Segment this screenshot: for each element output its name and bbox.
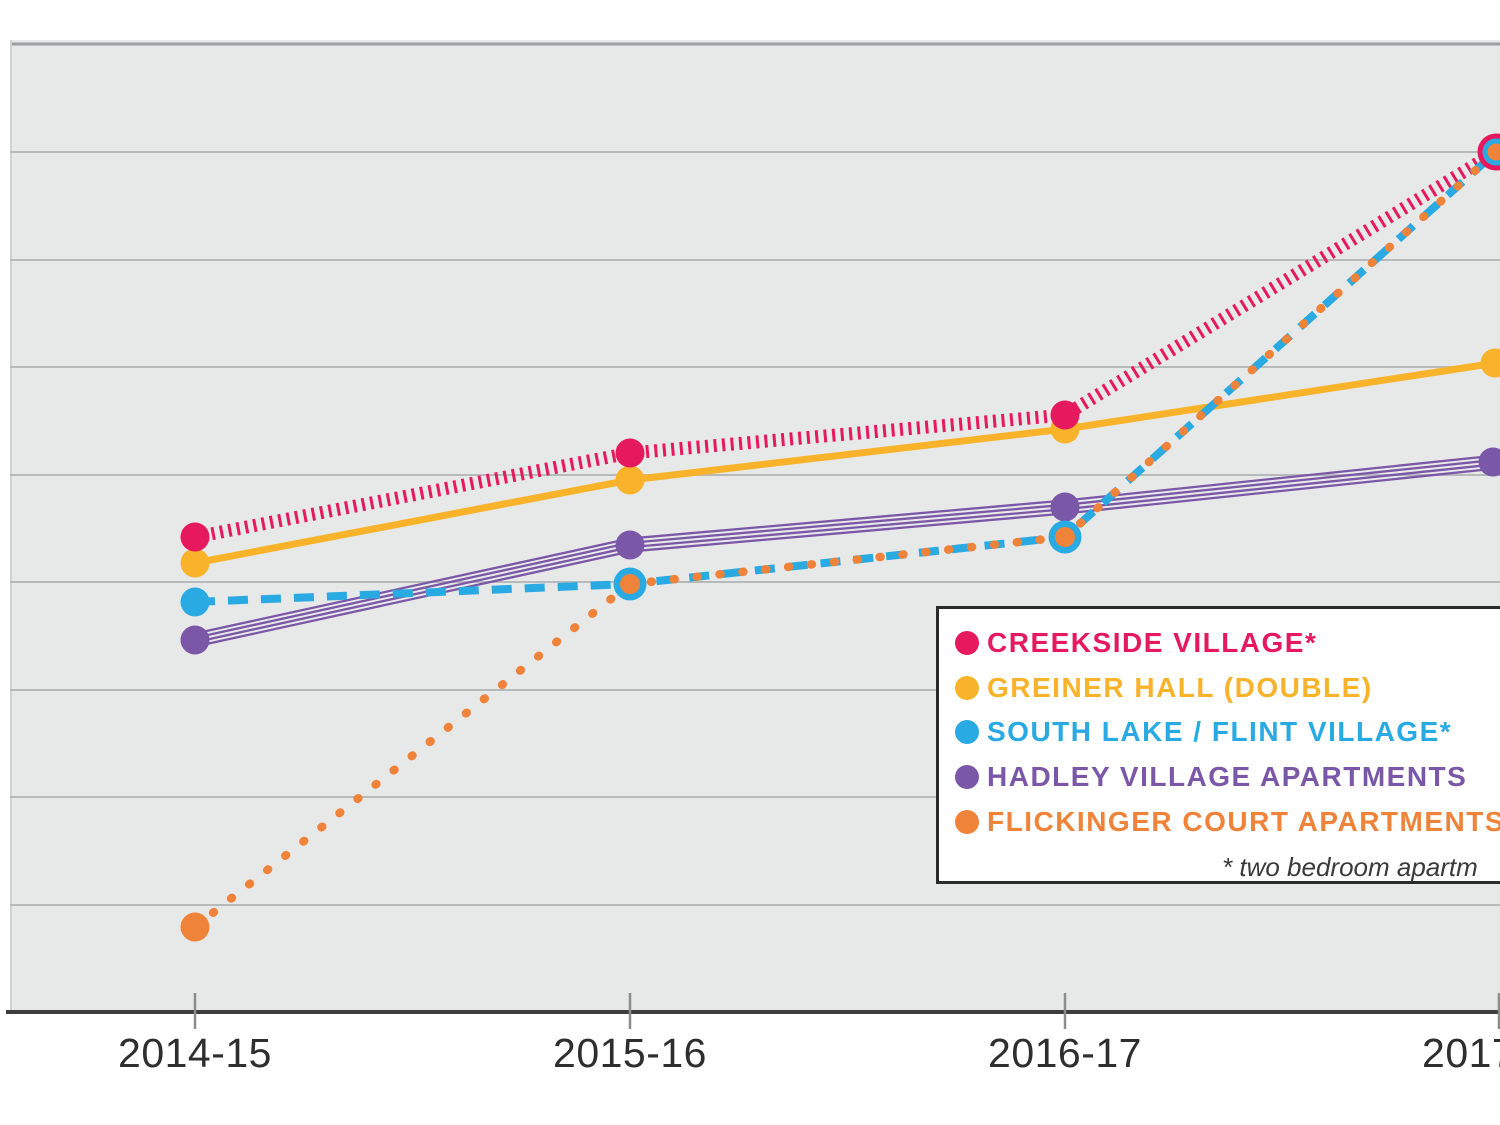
legend-bullet-icon [955, 720, 979, 745]
x-axis-label-2014-15: 2014-15 [118, 1030, 272, 1076]
legend-label: CREEKSIDE VILLAGE* [987, 627, 1318, 659]
data-point-marker [180, 587, 210, 617]
legend-bullet-icon [955, 765, 979, 790]
data-point-marker [180, 912, 210, 942]
data-point-marker [180, 548, 210, 578]
data-point-marker [1055, 527, 1075, 547]
legend-bullet-icon [955, 809, 979, 834]
creekside-village-line [193, 146, 1500, 544]
data-point-marker [615, 438, 645, 468]
data-point-marker [1487, 143, 1500, 161]
x-axis-label-2016-17: 2016-17 [988, 1030, 1142, 1076]
data-point-marker [1478, 447, 1500, 477]
hadley-village-apartments-line [194, 454, 1497, 635]
data-point-marker [1050, 492, 1080, 522]
legend-item-greiner: GREINER HALL (DOUBLE) [939, 666, 1500, 711]
data-point-marker [180, 625, 210, 655]
legend-item-flickinger: FLICKINGER COURT APARTMENTS [939, 799, 1500, 844]
data-point-marker [620, 574, 640, 594]
legend: CREEKSIDE VILLAGE* GREINER HALL (DOUBLE)… [936, 606, 1500, 884]
data-point-marker [615, 465, 645, 495]
legend-footnote: * two bedroom apartm [1222, 851, 1478, 882]
data-point-marker [1050, 400, 1080, 430]
legend-bullet-icon [955, 675, 979, 700]
legend-item-hadley: HADLEY VILLAGE APARTMENTS [939, 755, 1500, 800]
south-lake-flint-village-line [194, 149, 1499, 606]
hadley-village-apartments-line [194, 467, 1497, 648]
x-axis-label-2015-16: 2015-16 [553, 1030, 707, 1076]
legend-item-south-lake: SOUTH LAKE / FLINT VILLAGE* [939, 710, 1500, 755]
data-point-marker [615, 530, 645, 560]
flickinger-court-apartments-line [190, 147, 1500, 932]
legend-label: GREINER HALL (DOUBLE) [987, 671, 1373, 703]
legend-label: SOUTH LAKE / FLINT VILLAGE* [987, 716, 1453, 748]
data-point-marker [180, 522, 210, 552]
legend-bullet-icon [955, 631, 979, 656]
legend-item-creekside: CREEKSIDE VILLAGE* [939, 621, 1500, 666]
legend-label: FLICKINGER COURT APARTMENTS [987, 805, 1500, 837]
legend-label: HADLEY VILLAGE APARTMENTS [987, 761, 1468, 793]
greiner-hall-double-line [191, 359, 1500, 567]
data-point-marker [1480, 348, 1500, 378]
x-axis-label-2017-18: 2017-18 [1422, 1030, 1500, 1076]
